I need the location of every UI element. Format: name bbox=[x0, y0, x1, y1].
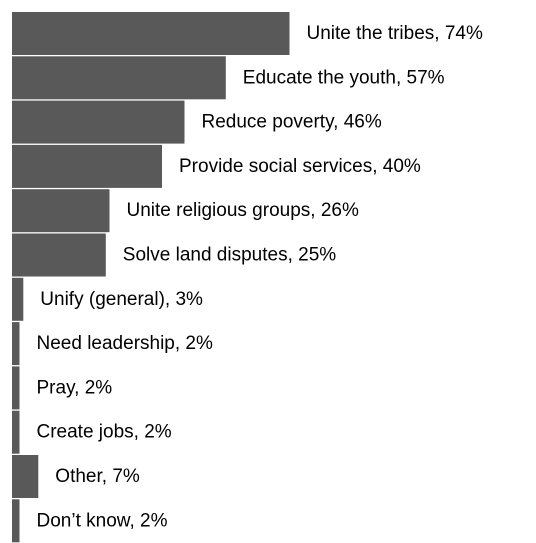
bar-label: Reduce poverty, 46% bbox=[202, 112, 382, 133]
bar-label: Unify (general), 3% bbox=[40, 289, 203, 310]
bar-label: Solve land disputes, 25% bbox=[123, 245, 336, 266]
bar bbox=[12, 366, 20, 410]
bar-label: Educate the youth, 57% bbox=[243, 67, 445, 88]
bar bbox=[12, 12, 290, 55]
bar-label: Create jobs, 2% bbox=[37, 422, 172, 443]
bar bbox=[12, 100, 185, 144]
bar-label: Other, 7% bbox=[55, 466, 140, 487]
bar bbox=[12, 499, 20, 543]
bar bbox=[12, 56, 226, 100]
bar-label: Need leadership, 2% bbox=[37, 333, 213, 354]
bar bbox=[12, 233, 106, 277]
bar bbox=[12, 277, 24, 321]
bar-label: Don’t know, 2% bbox=[37, 510, 168, 531]
bar-label: Unite the tribes, 74% bbox=[307, 23, 483, 44]
bar bbox=[12, 455, 39, 498]
bar-label: Pray, 2% bbox=[37, 377, 113, 398]
bar bbox=[12, 144, 162, 188]
bar-label: Provide social services, 40% bbox=[179, 156, 421, 177]
bar bbox=[12, 322, 20, 366]
bar-label: Unite religious groups, 26% bbox=[127, 200, 359, 221]
bar bbox=[12, 410, 20, 454]
bar bbox=[12, 189, 110, 233]
